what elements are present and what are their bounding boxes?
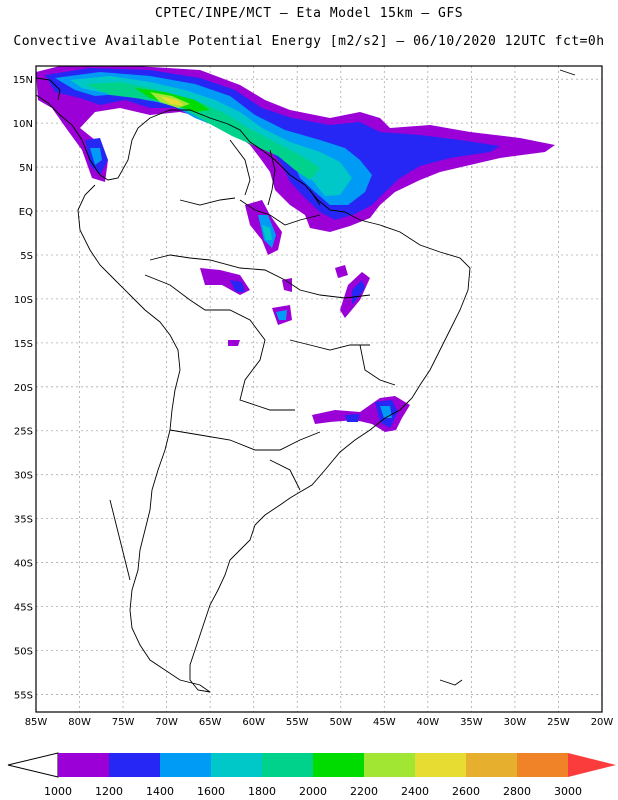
colorbar-swatch xyxy=(58,753,109,777)
lat-tick-label: 40S xyxy=(14,559,33,570)
lat-tick-label: 30S xyxy=(14,471,33,482)
colorbar-label: 2600 xyxy=(452,785,480,798)
colorbar-label: 2800 xyxy=(503,785,531,798)
lat-tick-label: 5N xyxy=(19,163,33,174)
lat-tick-label: 15N xyxy=(13,75,33,86)
colorbar-swatch xyxy=(415,753,466,777)
colorbar-label: 2200 xyxy=(350,785,378,798)
colorbar-label: 2000 xyxy=(299,785,327,798)
lat-tick-label: 25S xyxy=(14,427,33,438)
lon-tick-label: 25W xyxy=(547,717,570,728)
colorbar-swatch xyxy=(313,753,364,777)
colorbar-label: 1800 xyxy=(248,785,276,798)
colorbar-swatch xyxy=(517,753,568,777)
lat-tick-label: 5S xyxy=(20,251,33,262)
colorbar-label: 1400 xyxy=(146,785,174,798)
map-gridlines xyxy=(35,66,603,712)
lon-tick-label: 55W xyxy=(286,717,309,728)
lon-tick-label: 30W xyxy=(504,717,527,728)
map-title-line-2: Convective Available Potential Energy [m… xyxy=(13,34,605,49)
colorbar-label: 2400 xyxy=(401,785,429,798)
lat-tick-label: 10S xyxy=(14,295,33,306)
lon-tick-label: 70W xyxy=(155,717,178,728)
colorbar-swatch xyxy=(364,753,415,777)
longitude-labels: 85W 80W 75W 70W 65W 60W 55W 50W 45W 40W 35W 30W 25W 2… xyxy=(25,717,614,728)
lat-tick-label: 10N xyxy=(13,119,33,130)
coastlines xyxy=(36,69,576,693)
lon-tick-label: 50W xyxy=(329,717,352,728)
lon-tick-label: 40W xyxy=(417,717,440,728)
lat-tick-label: 45S xyxy=(14,603,33,614)
lat-tick-label: 20S xyxy=(14,383,33,394)
lat-tick-label: 50S xyxy=(14,646,33,657)
colorbar-swatch xyxy=(211,753,262,777)
colorbar-swatch xyxy=(262,753,313,777)
lat-tick-label: 55S xyxy=(14,690,33,701)
colorbar: 1000 1200 1400 1600 1800 2000 2200 2400 2600 2800… xyxy=(7,752,616,798)
colorbar-swatch xyxy=(466,753,517,777)
lat-tick-label: 15S xyxy=(14,339,33,350)
lon-tick-label: 75W xyxy=(112,717,135,728)
lon-tick-label: 85W xyxy=(25,717,48,728)
colorbar-label: 1000 xyxy=(44,785,72,798)
lon-tick-label: 65W xyxy=(199,717,222,728)
lat-tick-label: EQ xyxy=(19,207,33,218)
cape-shading xyxy=(36,66,555,432)
colorbar-label: 1200 xyxy=(95,785,123,798)
colorbar-swatch xyxy=(160,753,211,777)
lon-tick-label: 35W xyxy=(460,717,483,728)
lon-tick-label: 45W xyxy=(373,717,396,728)
map-title-line-1: CPTEC/INPE/MCT – Eta Model 15km – GFS xyxy=(154,6,464,21)
colorbar-high-arrow xyxy=(568,753,616,777)
map-frame xyxy=(35,65,603,713)
lon-tick-label: 60W xyxy=(242,717,265,728)
lon-tick-label: 20W xyxy=(591,717,614,728)
colorbar-label: 3000 xyxy=(554,785,582,798)
lon-tick-label: 80W xyxy=(68,717,91,728)
latitude-labels: 15N 10N 5N EQ 5S 10S 15S 20S 25S 30S 35S 40S 45S 50S 5… xyxy=(13,75,33,701)
lat-tick-label: 35S xyxy=(14,515,33,526)
colorbar-swatch xyxy=(109,753,160,777)
colorbar-low-arrow xyxy=(7,752,59,778)
colorbar-label: 1600 xyxy=(197,785,225,798)
